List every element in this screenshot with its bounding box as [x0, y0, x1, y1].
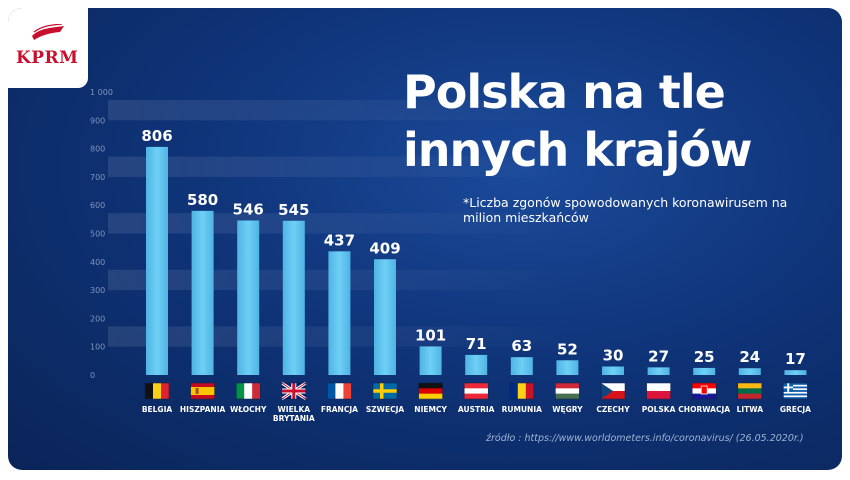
bar-polska — [647, 367, 670, 375]
y-tick-label: 900 — [90, 116, 105, 125]
spain-flag-icon — [190, 382, 215, 400]
infographic-card: KPRM 0 100 200 300 400 500 600 700 800 900 1 000 8… — [8, 8, 842, 470]
y-tick-label: 400 — [90, 258, 105, 267]
flag-logo-icon — [32, 24, 64, 40]
y-tick-label: 800 — [90, 145, 105, 154]
value-label: 30 — [603, 347, 624, 365]
category-label: CHORWACJA — [678, 405, 730, 414]
y-tick-label: 300 — [90, 286, 105, 295]
germany-flag-icon — [418, 382, 443, 400]
page-title: Polska na tle innych krajów — [403, 63, 842, 179]
title-line-2: innych krajów — [403, 123, 752, 177]
value-label: 101 — [415, 326, 446, 344]
italy-flag-icon — [235, 382, 261, 400]
value-labels: 806 580 546 545 437 409 101 71 63 52 30 27 25 24 17 — [141, 127, 805, 368]
flags — [144, 381, 808, 401]
category-label: NIEMCY — [414, 405, 447, 414]
value-label: 25 — [694, 348, 715, 366]
bar-austria — [465, 354, 488, 375]
bar-francja — [328, 251, 351, 375]
value-label: 437 — [324, 231, 355, 249]
category-label: BELGIA — [142, 405, 173, 414]
bar-grecja — [784, 370, 807, 375]
austria-flag-icon — [463, 382, 489, 400]
category-label: GRECJA — [780, 405, 811, 414]
y-tick-label: 600 — [90, 201, 105, 210]
bar-wielka-brytania — [282, 220, 305, 375]
romania-flag-icon — [509, 382, 535, 400]
czech-flag-icon — [600, 382, 626, 400]
bar-węgry — [556, 360, 579, 375]
y-tick-label: 1 000 — [90, 88, 113, 97]
value-label: 580 — [187, 191, 218, 209]
lithuania-flag-icon — [737, 382, 763, 400]
grid-stripe — [108, 213, 568, 234]
value-label: 806 — [141, 127, 172, 145]
bar-rumunia — [510, 357, 533, 375]
subtitle: *Liczba zgonów spowodowanych koronawirus… — [463, 195, 788, 225]
poland-flag-icon — [646, 382, 671, 400]
belgium-flag-icon — [144, 382, 170, 400]
value-label: 546 — [233, 200, 264, 218]
bar-chorwacja — [693, 367, 716, 375]
greece-flag-icon — [783, 382, 808, 400]
value-label: 27 — [648, 347, 669, 365]
bar-hiszpania — [191, 210, 214, 375]
y-tick-label: 100 — [90, 343, 105, 352]
bar-czechy — [602, 366, 624, 375]
kprm-logo: KPRM — [8, 8, 88, 88]
y-tick-label: 200 — [90, 314, 105, 323]
bar-niemcy — [419, 346, 442, 375]
logo-text: KPRM — [16, 48, 79, 68]
value-label: 63 — [511, 337, 532, 355]
category-label: FRANCJA — [321, 405, 358, 414]
category-label: AUSTRIA — [458, 405, 495, 414]
category-label: HISZPANIA — [180, 405, 226, 414]
value-label: 409 — [369, 239, 400, 257]
bar-włochy — [237, 220, 260, 375]
category-label: WŁOCHY — [230, 405, 267, 414]
category-label: BRYTANIA — [273, 414, 315, 423]
bar-belgia — [146, 146, 168, 375]
category-label: LITWA — [737, 405, 764, 414]
category-label: CZECHY — [596, 405, 630, 414]
grid-stripe — [108, 156, 568, 177]
bar-litwa — [738, 368, 761, 375]
bar-szwecja — [374, 259, 396, 375]
category-label: RUMUNIA — [502, 405, 542, 414]
france-flag-icon — [327, 382, 352, 400]
bar-chart: 0 100 200 300 400 500 600 700 800 900 1 000 806 580… — [90, 88, 811, 423]
bars — [146, 146, 807, 375]
y-tick-label: 500 — [90, 230, 105, 239]
value-label: 71 — [466, 335, 487, 353]
value-label: 17 — [785, 350, 806, 368]
y-axis: 0 100 200 300 400 500 600 700 800 900 1 000 — [90, 88, 113, 380]
y-tick-label: 0 — [90, 371, 95, 380]
title-line-1: Polska na tle — [403, 65, 726, 119]
category-label: SZWECJA — [366, 405, 405, 414]
uk-flag-icon — [280, 381, 307, 401]
value-label: 24 — [739, 348, 760, 366]
category-label: POLSKA — [642, 405, 676, 414]
value-label: 545 — [278, 201, 309, 219]
category-label: WIELKA — [278, 405, 311, 414]
source-note: źródło : https://www.worldometers.info/c… — [486, 433, 804, 444]
sweden-flag-icon — [372, 382, 398, 400]
value-label: 52 — [557, 340, 578, 358]
category-label: WĘGRY — [552, 405, 583, 414]
hungary-flag-icon — [555, 382, 580, 400]
grid-stripe — [108, 100, 568, 121]
croatia-flag-icon — [691, 382, 717, 400]
y-tick-label: 700 — [90, 173, 105, 182]
